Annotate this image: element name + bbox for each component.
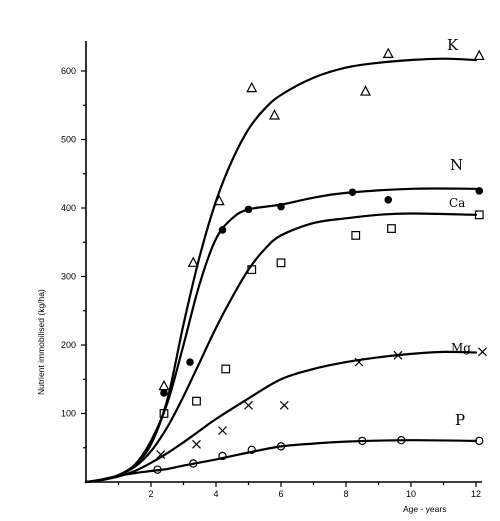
x-axis-label: Age - years <box>403 504 446 514</box>
marker-n <box>475 187 484 195</box>
y-axis-label: Nutrient immobilised (kg/ha) <box>36 289 46 395</box>
x-tick-label: 12 <box>471 489 481 499</box>
marker-p <box>153 465 162 474</box>
x-ticks: 2 4 6 8 10 12 <box>117 482 481 499</box>
marker-k <box>187 256 199 267</box>
marker-n <box>186 358 194 366</box>
marker-mg <box>156 450 166 460</box>
marker-p <box>247 445 256 455</box>
y-tick-label: 200 <box>61 340 76 350</box>
marker-mg <box>192 439 201 449</box>
marker-n <box>160 389 168 397</box>
y-tick-label: 500 <box>61 135 76 145</box>
marker-n <box>277 202 285 211</box>
curve-ca <box>84 212 478 484</box>
series-label-ca: Ca <box>449 196 465 210</box>
marker-k <box>360 85 371 96</box>
x-tick-label: 2 <box>148 489 153 499</box>
marker-mg <box>218 426 227 436</box>
curve-n <box>84 187 478 484</box>
marker-ca <box>192 396 201 406</box>
x-tick-label: 8 <box>343 489 348 499</box>
y-tick-label: 600 <box>61 66 76 76</box>
marker-n <box>384 195 393 204</box>
series-label-k: K <box>447 36 459 54</box>
curve-p <box>84 439 478 484</box>
series-label-mg: Mg <box>451 341 471 355</box>
marker-mg <box>279 400 289 410</box>
curve-k <box>84 57 478 484</box>
marker-ca <box>351 231 361 240</box>
curves <box>84 57 478 484</box>
y-tick-label: 400 <box>61 203 76 213</box>
marker-k <box>246 81 258 93</box>
x-tick-label: 6 <box>278 489 283 499</box>
marker-ca <box>387 224 396 233</box>
marker-mg <box>354 357 364 367</box>
series-label-p: P <box>455 411 465 429</box>
marker-ca <box>276 258 286 268</box>
marker-n <box>348 188 357 197</box>
y-ticks: 100 200 300 400 500 600 <box>61 66 86 449</box>
marker-p <box>276 442 286 451</box>
marker-ca <box>247 265 257 275</box>
series-labels: K N Ca Mg P <box>447 36 471 429</box>
y-tick-label: 300 <box>61 272 76 282</box>
marker-k <box>382 47 394 58</box>
marker-mg <box>393 350 403 360</box>
y-tick-label: 100 <box>61 409 76 419</box>
marker-p <box>475 436 484 446</box>
series-label-n: N <box>450 156 463 174</box>
marker-k <box>158 379 170 391</box>
marker-ca <box>474 210 484 220</box>
marker-ca <box>221 364 231 374</box>
curve-mg <box>84 350 478 484</box>
marker-k <box>473 49 485 61</box>
marker-mg <box>478 347 487 357</box>
axes <box>85 41 482 483</box>
marker-k <box>213 194 225 206</box>
markers <box>153 47 487 474</box>
marker-k <box>269 109 280 120</box>
marker-p <box>358 436 367 446</box>
x-tick-label: 4 <box>213 489 218 499</box>
marker-n <box>218 226 227 234</box>
marker-p <box>218 451 227 461</box>
marker-p <box>397 436 406 445</box>
marker-n <box>244 205 253 214</box>
marker-ca <box>159 409 169 418</box>
marker-mg <box>244 400 253 410</box>
x-tick-label: 10 <box>406 489 416 499</box>
marker-p <box>189 459 198 468</box>
